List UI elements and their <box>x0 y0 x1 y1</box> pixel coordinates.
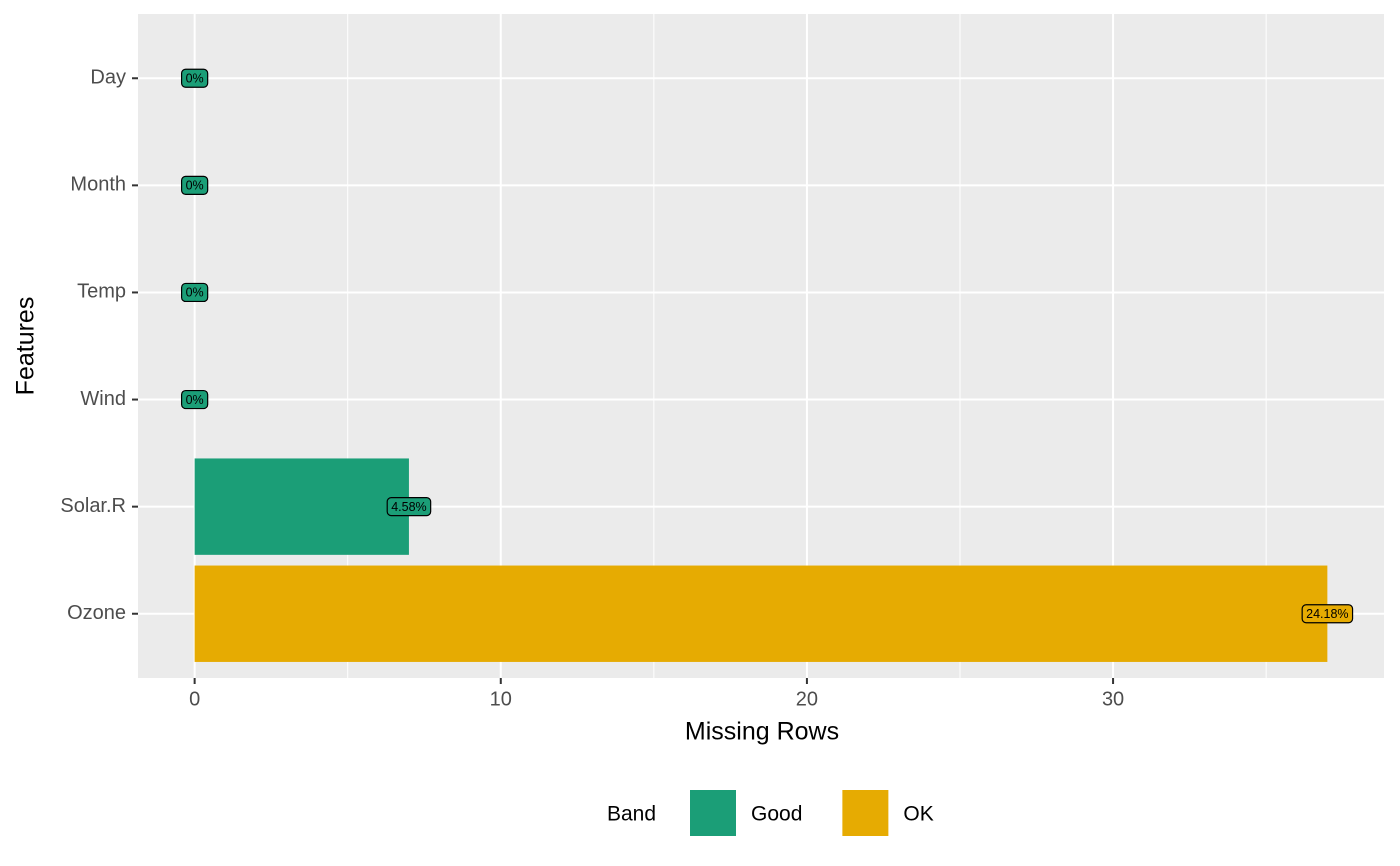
x-tick-label: 30 <box>1102 688 1124 710</box>
y-tick-label: Wind <box>80 388 126 410</box>
x-tick-label: 0 <box>189 688 200 710</box>
y-tick-label: Temp <box>77 281 126 303</box>
value-label: 24.18% <box>1306 607 1348 621</box>
x-axis-title: Missing Rows <box>685 718 839 746</box>
value-label-box <box>180 68 209 88</box>
value-label: 0% <box>186 72 204 86</box>
y-tick-label: Ozone <box>67 602 126 624</box>
legend-title: Band <box>607 803 656 826</box>
value-label: 0% <box>186 286 204 300</box>
value-label-box <box>180 175 209 195</box>
value-label: 0% <box>186 393 204 407</box>
y-tick-label: Day <box>90 67 126 89</box>
y-axis-title: Features <box>12 297 40 396</box>
legend-label: OK <box>903 803 933 826</box>
bar <box>194 565 1328 662</box>
x-tick-label: 10 <box>490 688 512 710</box>
value-label-box <box>386 497 432 517</box>
value-label-box <box>180 389 209 410</box>
value-label-box <box>1301 604 1354 624</box>
bar <box>194 458 409 555</box>
x-tick-label: 20 <box>796 688 818 710</box>
legend-key <box>842 790 889 836</box>
legend-key <box>690 790 736 836</box>
value-label: 4.58% <box>391 500 426 514</box>
value-label-box <box>180 282 209 303</box>
y-tick-label: Month <box>70 174 126 196</box>
legend-label: Good <box>751 803 802 826</box>
value-label: 0% <box>186 179 204 193</box>
y-tick-label: Solar.R <box>60 495 126 517</box>
